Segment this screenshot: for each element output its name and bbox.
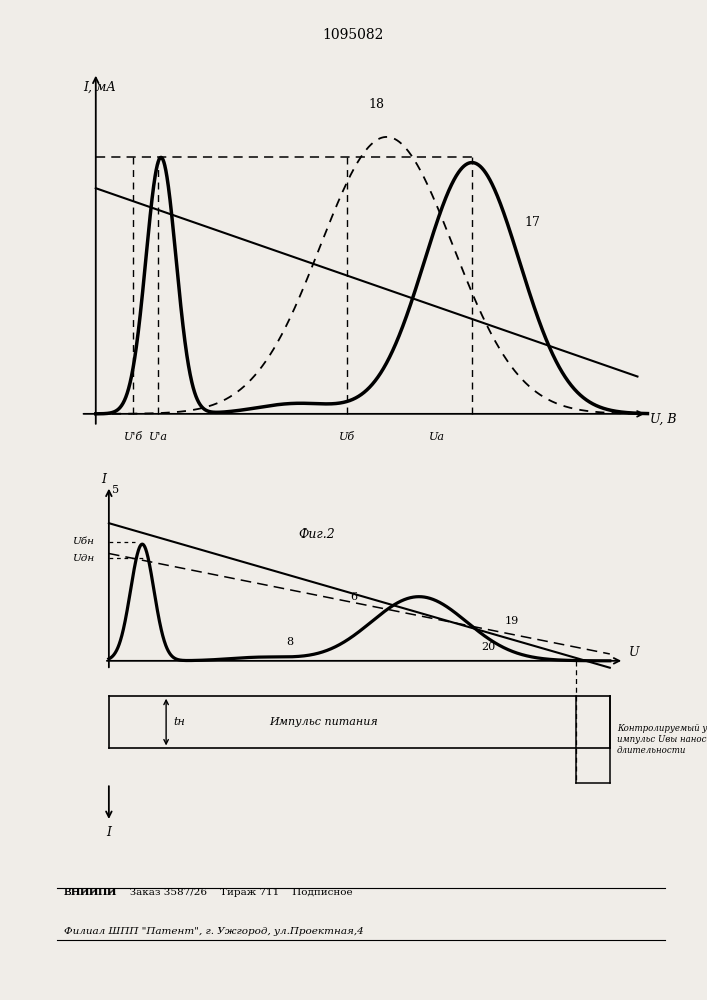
Text: 8: 8 [286, 637, 293, 647]
Text: ВНИИПИ: ВНИИПИ [64, 888, 116, 897]
Text: ВНИИПИ    Заказ 3587/26    Тираж 711    Подписное: ВНИИПИ Заказ 3587/26 Тираж 711 Подписное [64, 888, 352, 897]
Text: Фиг.2: Фиг.2 [299, 528, 336, 541]
Text: 18: 18 [368, 98, 385, 111]
Text: Uа: Uа [429, 432, 445, 442]
Text: tн: tн [173, 717, 185, 727]
Text: U, В: U, В [650, 412, 677, 425]
Text: I, мА: I, мА [83, 81, 116, 94]
Text: Uбн: Uбн [71, 537, 93, 546]
Text: U'а: U'а [149, 432, 168, 442]
Text: U'б: U'б [124, 432, 143, 442]
Text: 6: 6 [350, 592, 357, 602]
Text: 17: 17 [524, 216, 540, 229]
Text: Импульс питания: Импульс питания [269, 717, 378, 727]
Text: I: I [106, 826, 112, 840]
Text: 20: 20 [481, 642, 495, 652]
Text: U: U [629, 646, 639, 659]
Text: Филиал ШПП "Патент", г. Ужгород, ул.Проектная,4: Филиал ШПП "Патент", г. Ужгород, ул.Прое… [64, 927, 363, 936]
Text: 5: 5 [112, 485, 119, 495]
Text: 19: 19 [505, 616, 519, 626]
Text: I: I [102, 473, 107, 486]
Text: 1095082: 1095082 [323, 28, 384, 42]
Text: Контролируемый узкий
импульс Uвы наносекундной
длительности: Контролируемый узкий импульс Uвы наносек… [617, 724, 707, 755]
Text: Uдн: Uдн [71, 554, 94, 563]
Text: Uб: Uб [339, 432, 355, 442]
